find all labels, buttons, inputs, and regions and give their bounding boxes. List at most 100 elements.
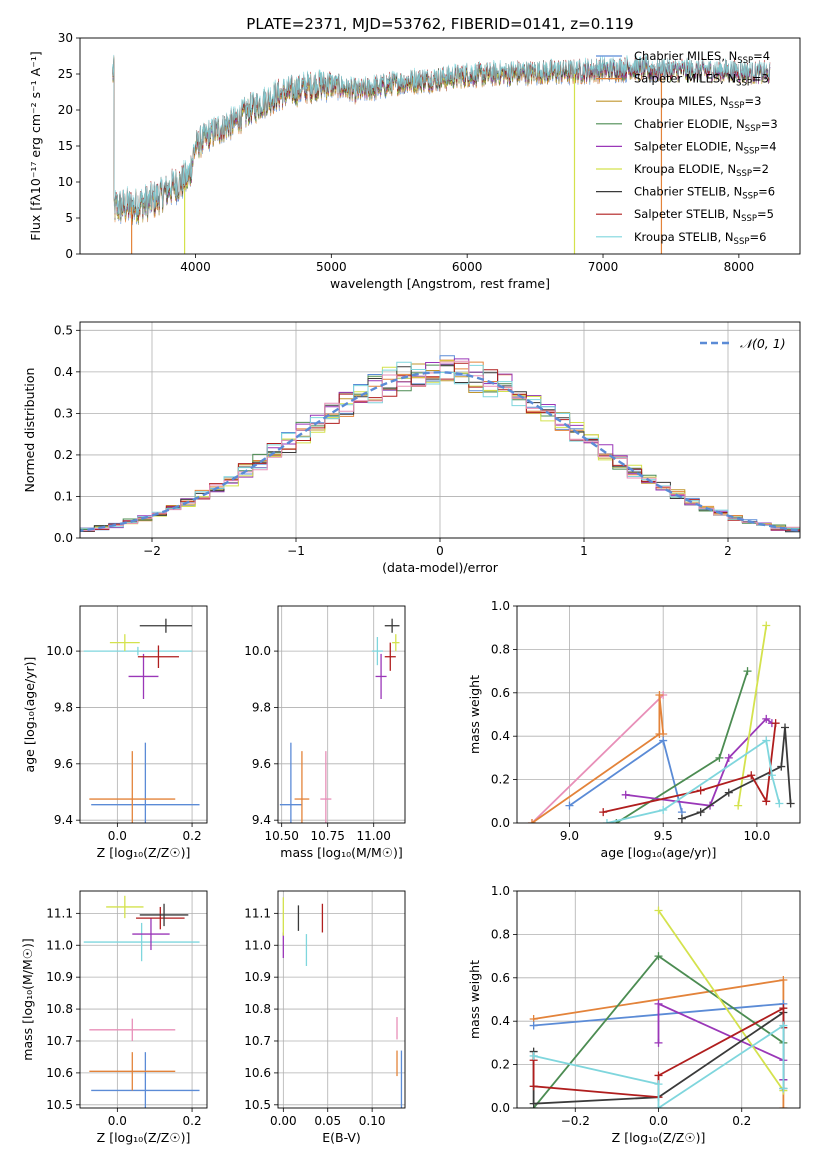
y-tick-label: 10 xyxy=(58,175,73,189)
legend-label: Kroupa MILES, NSSP=3 xyxy=(634,94,761,111)
y-tick-label: 10.9 xyxy=(244,970,271,984)
series-marker xyxy=(655,690,664,699)
x-tick-label: 10.75 xyxy=(311,829,345,843)
series-marker xyxy=(654,999,663,1008)
y-tick-label: 5 xyxy=(65,211,73,225)
series-marker xyxy=(654,1071,663,1080)
series-marker xyxy=(762,714,771,723)
y-axis-label: Flux [fλ10⁻¹⁷ erg cm⁻² s⁻¹ A⁻¹] xyxy=(28,51,43,240)
y-tick-label: 0.1 xyxy=(54,489,73,503)
series-marker xyxy=(621,790,630,799)
x-axis-label: (data-model)/error xyxy=(382,560,499,575)
legend-label: Salpeter ELODIE, NSSP=4 xyxy=(634,139,777,156)
series-marker xyxy=(775,799,784,808)
y-tick-label: 0 xyxy=(65,247,73,261)
x-tick-label: 0.00 xyxy=(270,1114,297,1128)
y-tick-label: 0.8 xyxy=(491,927,510,941)
series-marker xyxy=(767,771,776,780)
x-tick-label: −2 xyxy=(143,544,161,558)
series-marker xyxy=(779,1021,788,1030)
plot-area xyxy=(80,355,800,535)
legend-label: Salpeter MILES, NSSP=3 xyxy=(634,72,769,89)
series-marker xyxy=(654,1104,663,1108)
y-tick-label: 9.6 xyxy=(54,757,73,771)
series-marker xyxy=(659,736,668,745)
y-tick-label: 0.5 xyxy=(54,323,73,337)
series-marker xyxy=(529,1082,538,1091)
series-marker xyxy=(724,753,733,762)
y-tick-label: 10.8 xyxy=(244,1002,271,1016)
x-tick-label: −0.2 xyxy=(561,1114,590,1128)
y-tick-label: 0.4 xyxy=(491,729,510,743)
x-axis-label: Z [log₁₀(Z/Z☉)] xyxy=(612,1130,706,1145)
series-line xyxy=(615,670,749,823)
series-marker xyxy=(779,975,788,984)
spectrum-line xyxy=(112,54,771,219)
y-tick-label: 11.0 xyxy=(244,938,271,952)
series-marker xyxy=(677,814,686,823)
series-marker xyxy=(743,667,752,676)
series-marker xyxy=(654,1080,663,1089)
x-axis-label: E(B-V) xyxy=(322,1130,361,1145)
series-line xyxy=(737,625,768,806)
spectrum-line xyxy=(112,56,575,222)
axes-frame xyxy=(516,605,801,824)
y-tick-label: 0.8 xyxy=(491,642,510,656)
series-line xyxy=(568,739,683,813)
x-tick-label: 0 xyxy=(436,544,444,558)
series-line xyxy=(657,909,785,1092)
plot-area xyxy=(527,621,795,823)
x-axis-label: Z [log₁₀(Z/Z☉)] xyxy=(97,1130,191,1145)
x-tick-label: 0.2 xyxy=(183,1114,202,1128)
x-tick-label: 1 xyxy=(580,544,588,558)
panel-age-vs-mass: 10.50 10.75 11.00 9.4 9.6 9.8 10.0 mass [log₁₀(… xyxy=(244,605,406,860)
series-marker xyxy=(529,1099,538,1108)
series-line xyxy=(533,1023,785,1108)
series-line xyxy=(531,694,664,823)
series-marker xyxy=(781,723,790,732)
series-marker xyxy=(771,719,780,728)
x-tick-label: 0.10 xyxy=(359,1114,386,1128)
series-marker xyxy=(527,819,536,823)
y-tick-label: 0.3 xyxy=(54,406,73,420)
y-tick-label: 1.0 xyxy=(491,599,510,613)
histogram-step xyxy=(80,360,800,535)
series-marker xyxy=(734,801,743,810)
x-axis-label: wavelength [Angstrom, rest frame] xyxy=(330,276,550,291)
y-tick-label: 10.7 xyxy=(46,1034,73,1048)
gaussian-curve xyxy=(80,371,800,532)
y-tick-label: 15 xyxy=(58,139,73,153)
y-tick-label: 0.4 xyxy=(491,1014,510,1028)
x-axis-label: age [log₁₀(age/yr)] xyxy=(601,845,717,860)
axes-frame xyxy=(79,321,801,539)
y-tick-label: 10.6 xyxy=(244,1066,271,1080)
y-tick-label: 10.0 xyxy=(46,644,73,658)
legend-label: Kroupa STELIB, NSSP=6 xyxy=(634,230,766,247)
plot-area xyxy=(279,618,400,823)
plot-area xyxy=(282,897,403,1108)
y-axis-label: mass [log₁₀(M/M☉)] xyxy=(20,938,35,1060)
series-marker xyxy=(786,799,795,808)
panels-group: 4000 5000 6000 7000 8000051015202530waveleng… xyxy=(20,31,801,1145)
series-marker xyxy=(696,808,705,817)
x-tick-label: 2 xyxy=(724,544,732,558)
series-marker xyxy=(654,1038,663,1047)
series-marker xyxy=(659,805,668,814)
y-tick-label: 11.0 xyxy=(46,938,73,952)
y-tick-label: 10.5 xyxy=(244,1098,271,1112)
x-tick-label: 11.00 xyxy=(357,829,391,843)
legend-label: Kroupa ELODIE, NSSP=2 xyxy=(634,162,769,179)
y-tick-label: 11.1 xyxy=(244,906,271,920)
y-tick-label: 0.6 xyxy=(491,686,510,700)
y-tick-label: 9.4 xyxy=(54,813,73,827)
series-marker xyxy=(529,1021,538,1030)
series-marker xyxy=(529,1051,538,1060)
y-tick-label: 9.4 xyxy=(252,813,271,827)
legend-label: Salpeter STELIB, NSSP=5 xyxy=(634,207,774,224)
y-tick-label: 0.0 xyxy=(54,531,73,545)
x-tick-label: 0.0 xyxy=(108,829,127,843)
axes-frame xyxy=(79,605,208,824)
x-tick-label: 0.0 xyxy=(108,1114,127,1128)
y-tick-label: 10.6 xyxy=(46,1066,73,1080)
